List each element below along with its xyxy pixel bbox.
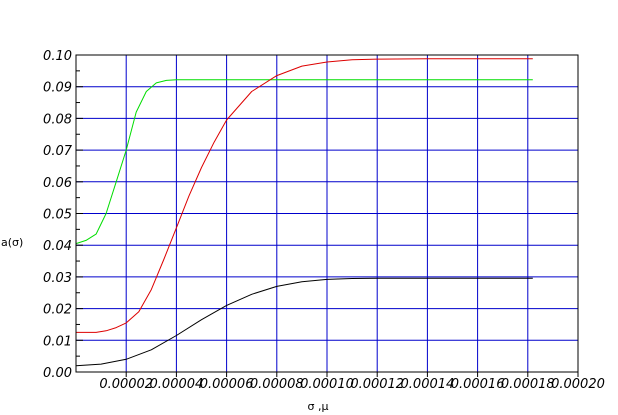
series-line-1 (75, 79, 533, 245)
x-tick-label: 0.00014 (401, 377, 455, 392)
y-tick-label: 0.00 (43, 366, 72, 381)
x-tick-labels: 0.000020.000040.000060.000080.000100.000… (99, 377, 605, 392)
x-tick-label: 0.00016 (451, 377, 505, 392)
x-tick-label: 0.00008 (250, 377, 304, 392)
y-tick-label: 0.01 (43, 334, 72, 349)
y-tick-label: 0.06 (43, 176, 72, 191)
y-axis-label: a(σ) (1, 236, 23, 249)
x-tick-label: 0.00018 (501, 377, 555, 392)
y-tick-label: 0.04 (43, 239, 72, 254)
x-tick-label: 0.00006 (200, 377, 254, 392)
x-axis-label: σ ,μ (308, 400, 329, 413)
x-tick-label: 0.00004 (150, 377, 204, 392)
series-line-3 (75, 277, 533, 367)
x-tick-label: 0.00020 (551, 377, 605, 392)
y-tick-label: 0.05 (43, 208, 72, 223)
grid-lines (76, 55, 578, 372)
y-tick-label: 0.03 (43, 271, 72, 286)
y-tick-labels: 0.00 0.01 0.02 0.03 0.04 0.05 0.06 0.07 0.08 0.09… (43, 49, 73, 381)
y-tick-label: 0.09 (43, 81, 72, 96)
y-tick-label: 0.10 (43, 49, 72, 64)
series-line-2 (76, 58, 533, 333)
y-tick-label: 0.08 (43, 112, 72, 127)
x-tick-label: 0.00010 (300, 377, 354, 392)
x-tick-label: 0.00002 (99, 377, 153, 392)
x-tick-label: 0.00012 (350, 377, 404, 392)
y-tick-label: 0.07 (43, 144, 73, 159)
y-tick-label: 0.02 (43, 303, 72, 318)
tick-marks (76, 54, 579, 377)
series-lines (75, 58, 533, 367)
